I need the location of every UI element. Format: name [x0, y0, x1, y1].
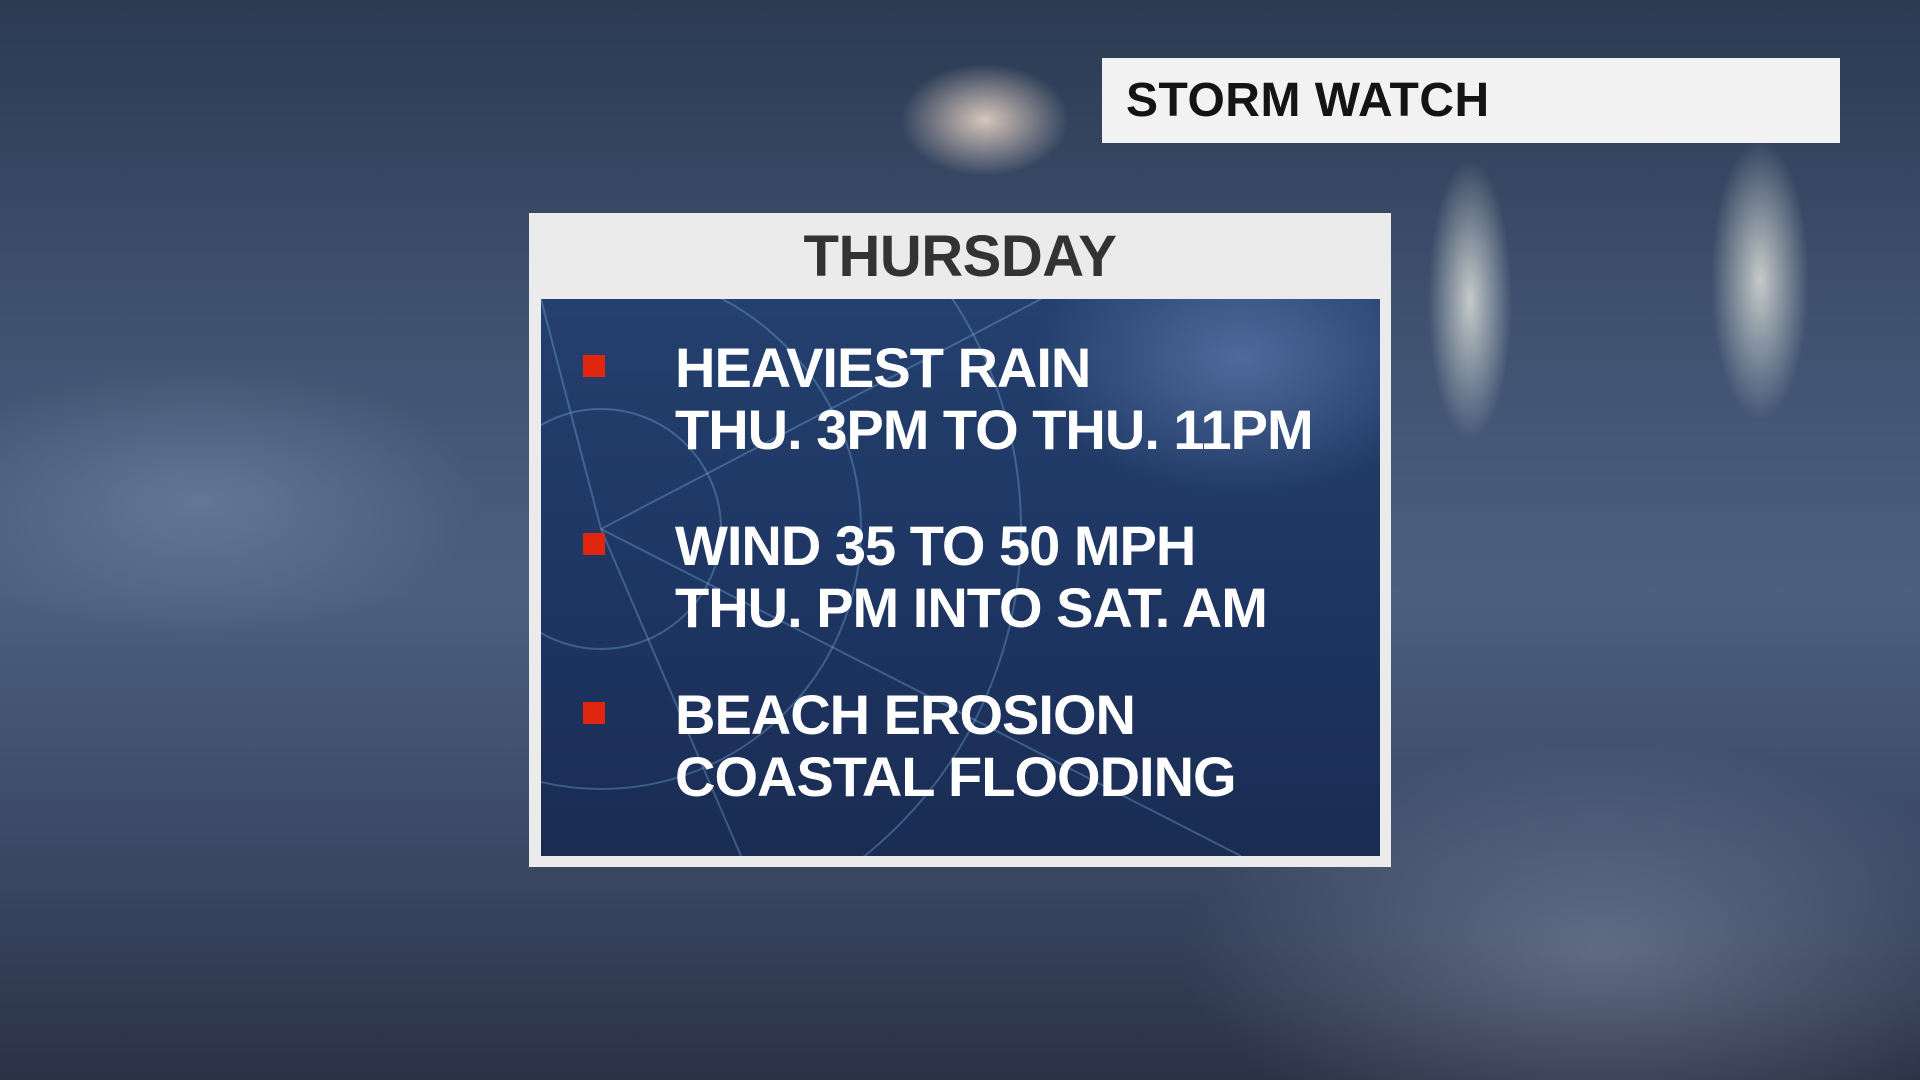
radar-grid-decoration	[541, 299, 1242, 856]
storm-watch-banner: STORM WATCH	[1102, 58, 1840, 143]
item-detail: THU. 3PM TO THU. 11PM	[675, 398, 1314, 461]
bullet-icon	[583, 702, 605, 724]
day-heading: THURSDAY	[803, 223, 1117, 289]
bullet-icon	[583, 533, 605, 555]
item-detail: THU. PM INTO SAT. AM	[675, 576, 1268, 639]
forecast-panel: THURSDAY HEAVIEST RAIN THU. 3PM TO THU. …	[529, 213, 1391, 867]
item-title: BEACH EROSION	[675, 683, 1136, 746]
item-title: WIND 35 TO 50 MPH	[675, 514, 1196, 577]
forecast-list: HEAVIEST RAIN THU. 3PM TO THU. 11PM WIND…	[541, 299, 1380, 856]
item-detail: COASTAL FLOODING	[675, 745, 1237, 808]
banner-title: STORM WATCH	[1126, 74, 1490, 127]
item-title: HEAVIEST RAIN	[675, 336, 1091, 399]
bullet-icon	[583, 355, 605, 377]
